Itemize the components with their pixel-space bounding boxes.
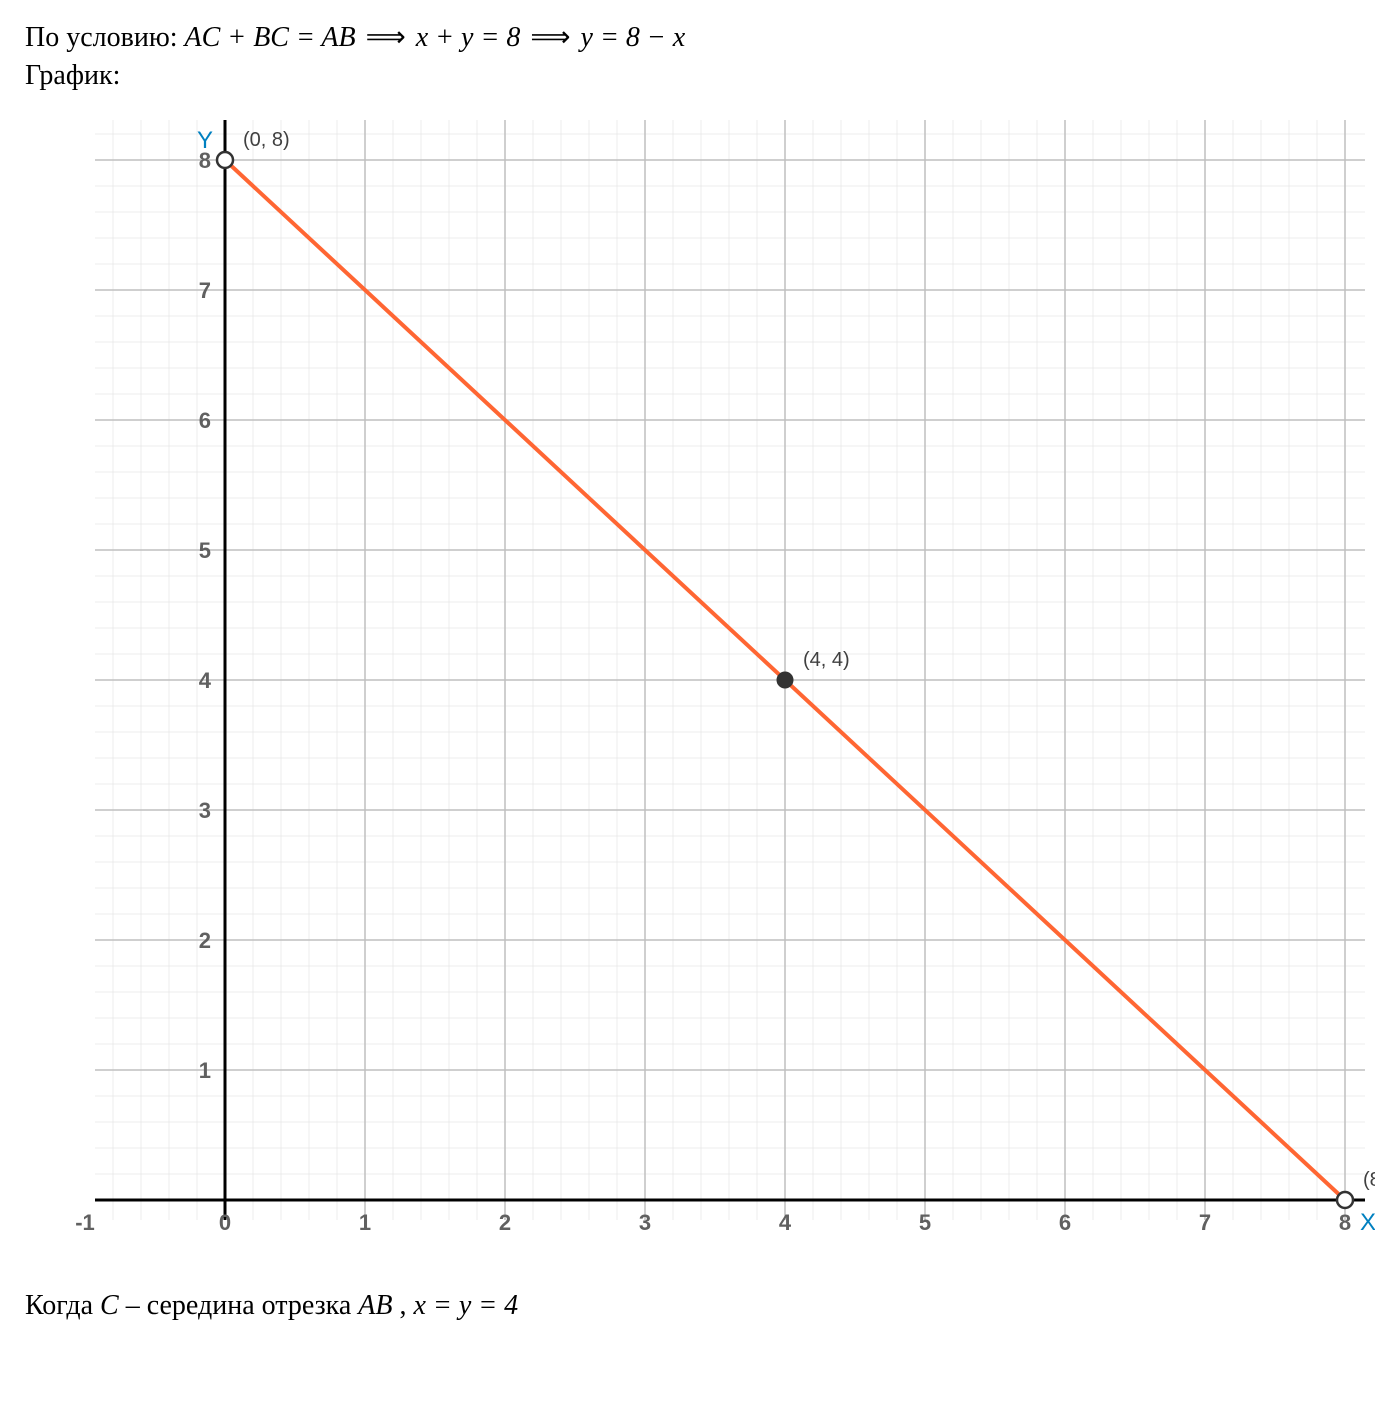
svg-text:-1: -1 xyxy=(75,1210,95,1235)
eq-part2: x + y = 8 xyxy=(416,22,521,53)
footer-line: Когда C – середина отрезка AB , x = y = … xyxy=(25,1290,1375,1322)
svg-text:(0, 8): (0, 8) xyxy=(243,129,290,151)
svg-text:1: 1 xyxy=(199,1058,211,1083)
svg-text:5: 5 xyxy=(919,1210,931,1235)
svg-text:4: 4 xyxy=(779,1210,792,1235)
svg-text:8: 8 xyxy=(1339,1210,1351,1235)
chart: -101234567812345678XY(4, 4)(0, 8)(8, 0) xyxy=(25,100,1375,1255)
svg-text:7: 7 xyxy=(1199,1210,1211,1235)
svg-text:(8, 0): (8, 0) xyxy=(1363,1169,1375,1191)
svg-text:5: 5 xyxy=(199,538,211,563)
chart-svg: -101234567812345678XY(4, 4)(0, 8)(8, 0) xyxy=(25,100,1375,1255)
svg-text:2: 2 xyxy=(499,1210,511,1235)
svg-text:X: X xyxy=(1360,1209,1375,1236)
svg-text:4: 4 xyxy=(199,668,212,693)
eq-part1: AC + BC = AB xyxy=(185,22,356,53)
arrow2: ⟹ xyxy=(527,22,580,53)
svg-text:1: 1 xyxy=(359,1210,371,1235)
svg-text:6: 6 xyxy=(1059,1210,1071,1235)
graph-label: График: xyxy=(25,60,1375,92)
svg-text:0: 0 xyxy=(219,1210,231,1235)
svg-text:3: 3 xyxy=(639,1210,651,1235)
footer-mid: – середина отрезка xyxy=(126,1290,359,1321)
svg-text:7: 7 xyxy=(199,278,211,303)
arrow1: ⟹ xyxy=(363,22,416,53)
footer-c: C xyxy=(100,1290,119,1321)
svg-text:3: 3 xyxy=(199,798,211,823)
svg-text:Y: Y xyxy=(197,127,213,154)
condition-line: По условию: AC + BC = AB ⟹ x + y = 8 ⟹ y… xyxy=(25,20,1375,54)
footer-sep: , xyxy=(400,1290,414,1321)
footer-ab: AB xyxy=(358,1290,392,1321)
footer-prefix: Когда xyxy=(25,1290,100,1321)
condition-prefix: По условию: xyxy=(25,22,185,53)
eq-part3: y = 8 − x xyxy=(581,22,686,53)
footer-eq: x = y = 4 xyxy=(414,1290,519,1321)
svg-text:2: 2 xyxy=(199,928,211,953)
svg-text:(4, 4): (4, 4) xyxy=(803,649,850,671)
svg-text:6: 6 xyxy=(199,408,211,433)
